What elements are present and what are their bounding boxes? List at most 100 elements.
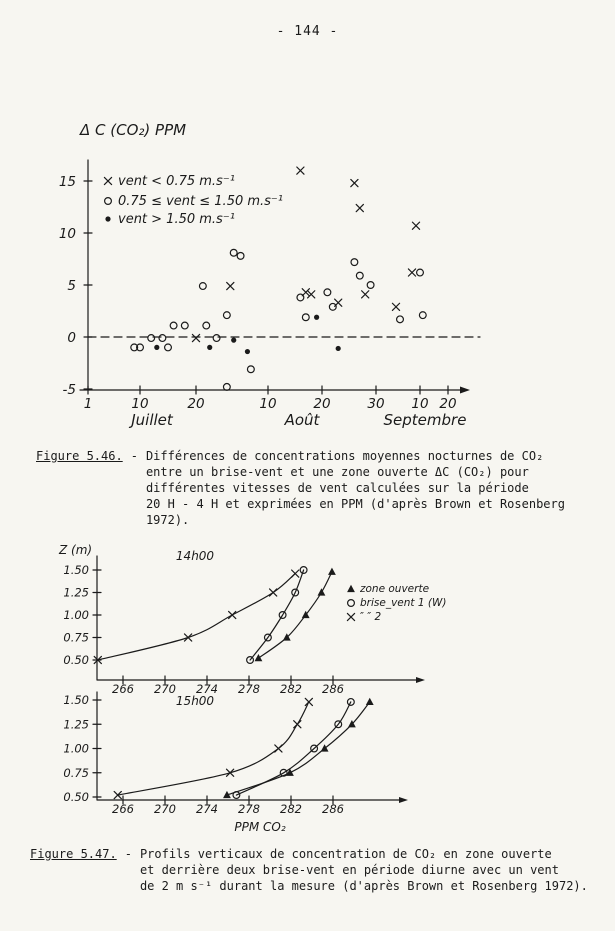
chart-text: 20: [313, 396, 330, 412]
x-marker: [407, 268, 417, 277]
chart-text: 1.25: [63, 717, 89, 731]
caption-line: 20 H - 4 H et exprimées en PPM (d'après …: [145, 497, 565, 511]
o-marker: [366, 281, 375, 290]
x-marker: [225, 768, 235, 777]
page-number: - 144 -: [276, 24, 339, 39]
dot-marker: [105, 216, 111, 222]
o-marker: [198, 282, 207, 291]
chart-text: Septembre: [384, 411, 467, 429]
x-marker: [293, 720, 302, 729]
chart-text: PPM CO₂: [234, 820, 285, 834]
chart-text: 282: [280, 682, 302, 696]
caption-line: différentes vitesses de vent calculées s…: [145, 481, 529, 495]
chart-text: 286: [322, 802, 344, 816]
fig-5-47-profile-15h-axes: [92, 691, 408, 805]
fig-5-47-profile-14h: 1.50 1.25 1.00 0.75 0.50 266 270 274 278 282 286 14…: [58, 543, 446, 696]
triangle-marker: [348, 720, 356, 728]
x-marker: [361, 290, 370, 299]
figure-5-47-caption: Figure 5.47. - Profils verticaux de conc…: [30, 846, 588, 894]
triangle-marker: [328, 567, 336, 575]
triangle-marker: [347, 584, 355, 593]
chart-text: ″ ″ 2: [360, 611, 382, 623]
fig-5-47-profile-15h-series-x: [113, 697, 314, 800]
chart-text: 10: [411, 396, 428, 412]
o-marker: [347, 598, 356, 607]
o-marker: [202, 321, 211, 330]
x-marker: [346, 612, 356, 622]
chart-text: 274: [196, 802, 218, 816]
chart-text: 1.25: [63, 586, 89, 600]
o-marker: [296, 293, 305, 302]
o-marker: [301, 313, 310, 322]
chart-text: 0: [67, 330, 76, 346]
o-marker: [246, 365, 255, 374]
profile-curve: [235, 701, 352, 796]
profiles-legend: zone ouverte brise_vent 1 (W) ″ ″ 2: [346, 583, 446, 623]
chart-text: 0.50: [63, 653, 89, 667]
dot-marker: [231, 337, 237, 343]
o-marker: [279, 768, 288, 777]
x-marker: [355, 203, 364, 213]
chart-text: 1.00: [63, 608, 89, 622]
chart-text: 0.75: [63, 766, 89, 780]
chart-text: Juillet: [128, 411, 174, 429]
chart-text: 0.75 ≤ vent ≤ 1.50 m.s⁻¹: [118, 194, 283, 209]
caption-line: de 2 m s⁻¹ durant la mesure (d'après Bro…: [139, 879, 588, 893]
o-marker: [396, 315, 405, 324]
x-marker: [301, 288, 310, 297]
chart-text: 10: [131, 396, 148, 412]
figure-5-47-chart: 1.50 1.25 1.00 0.75 0.50 266 270 274 278 282 286 14…: [58, 543, 446, 834]
chart-text: vent > 1.50 m.s⁻¹: [118, 212, 235, 227]
chart-text: Août: [284, 411, 321, 429]
o-marker: [246, 655, 255, 664]
x-marker: [307, 290, 316, 299]
x-marker: [226, 281, 235, 291]
scatter-series-o: [130, 248, 427, 391]
fig-5-47-profile-15h-series-triangle: [223, 697, 374, 799]
chart-text: 270: [154, 802, 176, 816]
o-marker: [334, 720, 343, 729]
scatter-legend: vent < 0.75 m.s⁻¹ 0.75 ≤ vent ≤ 1.50 m.s⁻…: [103, 174, 283, 227]
chart-text: 15: [59, 174, 76, 190]
chart-text: 278: [238, 802, 260, 816]
chart-text: brise_vent 1 (W): [360, 597, 446, 609]
chart-text: 286: [322, 682, 344, 696]
profile-curve: [97, 573, 296, 661]
figure-5-46-chart: 15 10 5 0 -5 1 10 20 10 20 30 10 20 Juillet Août Septem…: [59, 121, 481, 429]
chart-text: 266: [112, 682, 134, 696]
caption-line: et derrière deux brise-vent en période d…: [139, 863, 559, 877]
chart-text: 14h00: [176, 549, 215, 563]
o-marker: [135, 343, 144, 352]
x-axis-arrow: [460, 386, 470, 394]
x-marker: [411, 221, 421, 230]
chart-text: 20: [439, 396, 456, 412]
dot-marker: [244, 348, 251, 355]
caption-separator: -: [124, 847, 132, 861]
chart-text: -5: [63, 382, 76, 398]
x-marker: [274, 744, 283, 753]
chart-text: 282: [280, 802, 302, 816]
o-marker: [263, 633, 272, 642]
x-marker: [93, 655, 102, 665]
triangle-marker: [317, 588, 326, 596]
x-marker: [228, 610, 237, 620]
o-marker: [418, 311, 427, 320]
o-marker: [291, 588, 300, 597]
figure-5-46-caption: Figure 5.46. - Différences de concentrat…: [36, 448, 565, 528]
chart-text: 278: [238, 682, 260, 696]
figure-5-47-text: Profils verticaux de concentration de CO…: [140, 846, 588, 894]
fig-5-47-profile-14h-series-o: [246, 566, 308, 664]
x-marker: [103, 176, 113, 186]
scatter-series-dot: [154, 314, 341, 355]
chart-text: 15h00: [176, 694, 215, 708]
profile-curve: [117, 701, 310, 796]
o-marker: [212, 334, 221, 343]
caption-line: entre un brise-vent et une zone ouverte …: [145, 465, 529, 479]
figure-5-47-label: Figure 5.47.: [30, 847, 117, 861]
triangle-marker: [365, 697, 374, 706]
triangle-marker: [282, 633, 291, 641]
x-axis-arrow: [399, 797, 408, 803]
o-marker: [416, 268, 425, 277]
chart-text: 1.50: [63, 693, 89, 707]
